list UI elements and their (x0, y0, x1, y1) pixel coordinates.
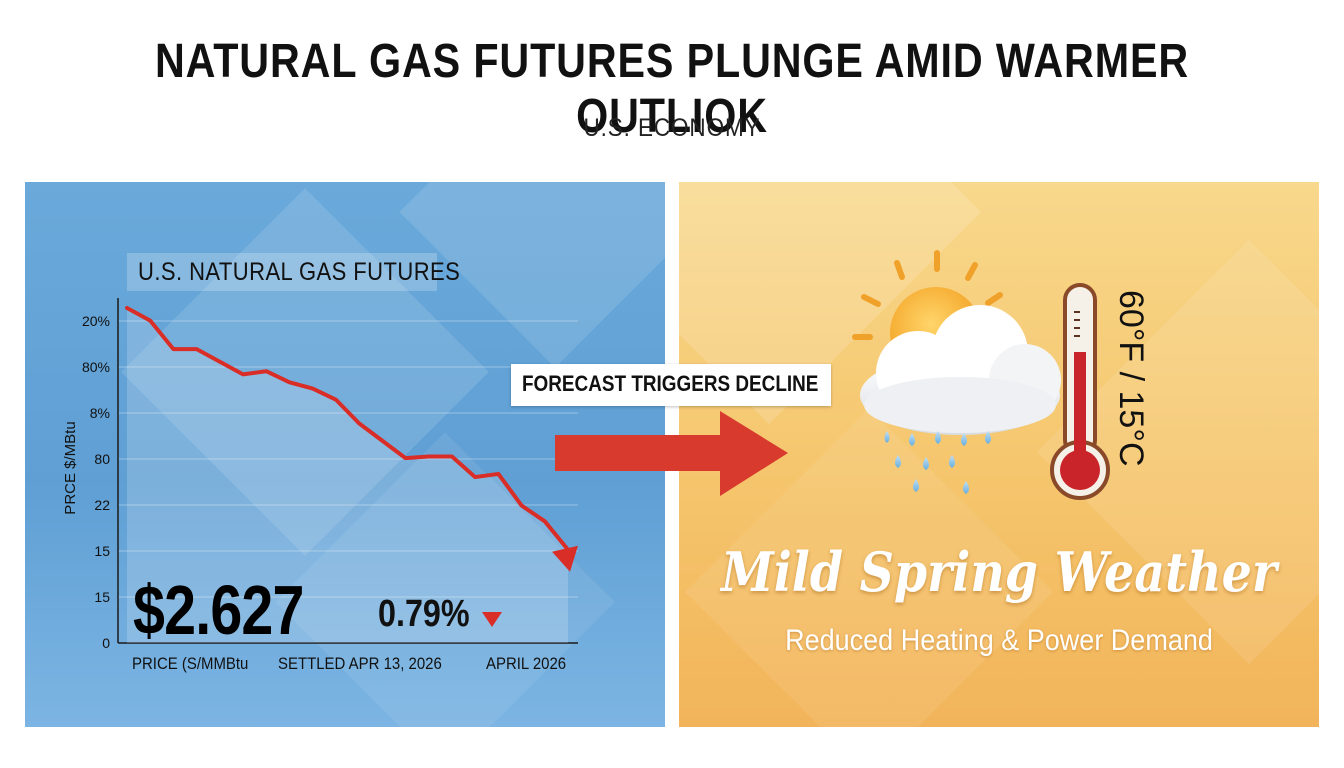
y-tick-label: 20% (82, 313, 110, 329)
arrow-label-box (511, 364, 831, 406)
y-tick-label: 80% (82, 359, 110, 375)
y-tick-label: 80 (94, 451, 110, 467)
cloud-icon (860, 305, 1061, 435)
rain-icon (884, 431, 991, 494)
down-triangle-icon (482, 612, 502, 627)
price-series-line (125, 306, 570, 552)
weather-subheadline: Reduced Heating & Power Demand (785, 624, 1213, 657)
area-fill (127, 308, 568, 643)
thermometer-icon (1050, 283, 1110, 500)
y-tick-label: 8% (90, 405, 110, 421)
category-label: U.S. ECONOMY (583, 114, 761, 142)
y-tick-label: 15 (94, 543, 110, 559)
chart-title-box (127, 253, 437, 291)
weather-illustration (852, 250, 1061, 494)
y-tick-label: 0 (102, 635, 110, 651)
chart-title: U.S. NATURAL GAS FUTURES (138, 258, 461, 286)
headline: NATURAL GAS FUTURES PLUNGE AMID WARMER O… (154, 35, 1190, 143)
price-value: $2.627 (133, 571, 304, 649)
arrow-label: FORECAST TRIGGERS DECLINE (522, 371, 819, 396)
temperature-label: 60°F / 15°C (1112, 290, 1150, 467)
footer-label-settled: SETTLED APR 13, 2026 (278, 654, 442, 673)
change-percent: 0.79% (378, 593, 470, 635)
footer-label-month: APRIL 2026 (486, 654, 567, 673)
line-end-arrowhead (552, 545, 578, 572)
y-axis-label: PRCE $/MBtu (62, 421, 79, 514)
y-tick-label: 22 (94, 497, 110, 513)
weather-panel (679, 182, 1319, 727)
footer-label-price: PRICE (S/MMBtu (132, 654, 249, 673)
weather-headline: Mild Spring Weather (721, 540, 1277, 604)
y-tick-label: 15 (94, 589, 110, 605)
red-arrow-icon (555, 411, 788, 496)
